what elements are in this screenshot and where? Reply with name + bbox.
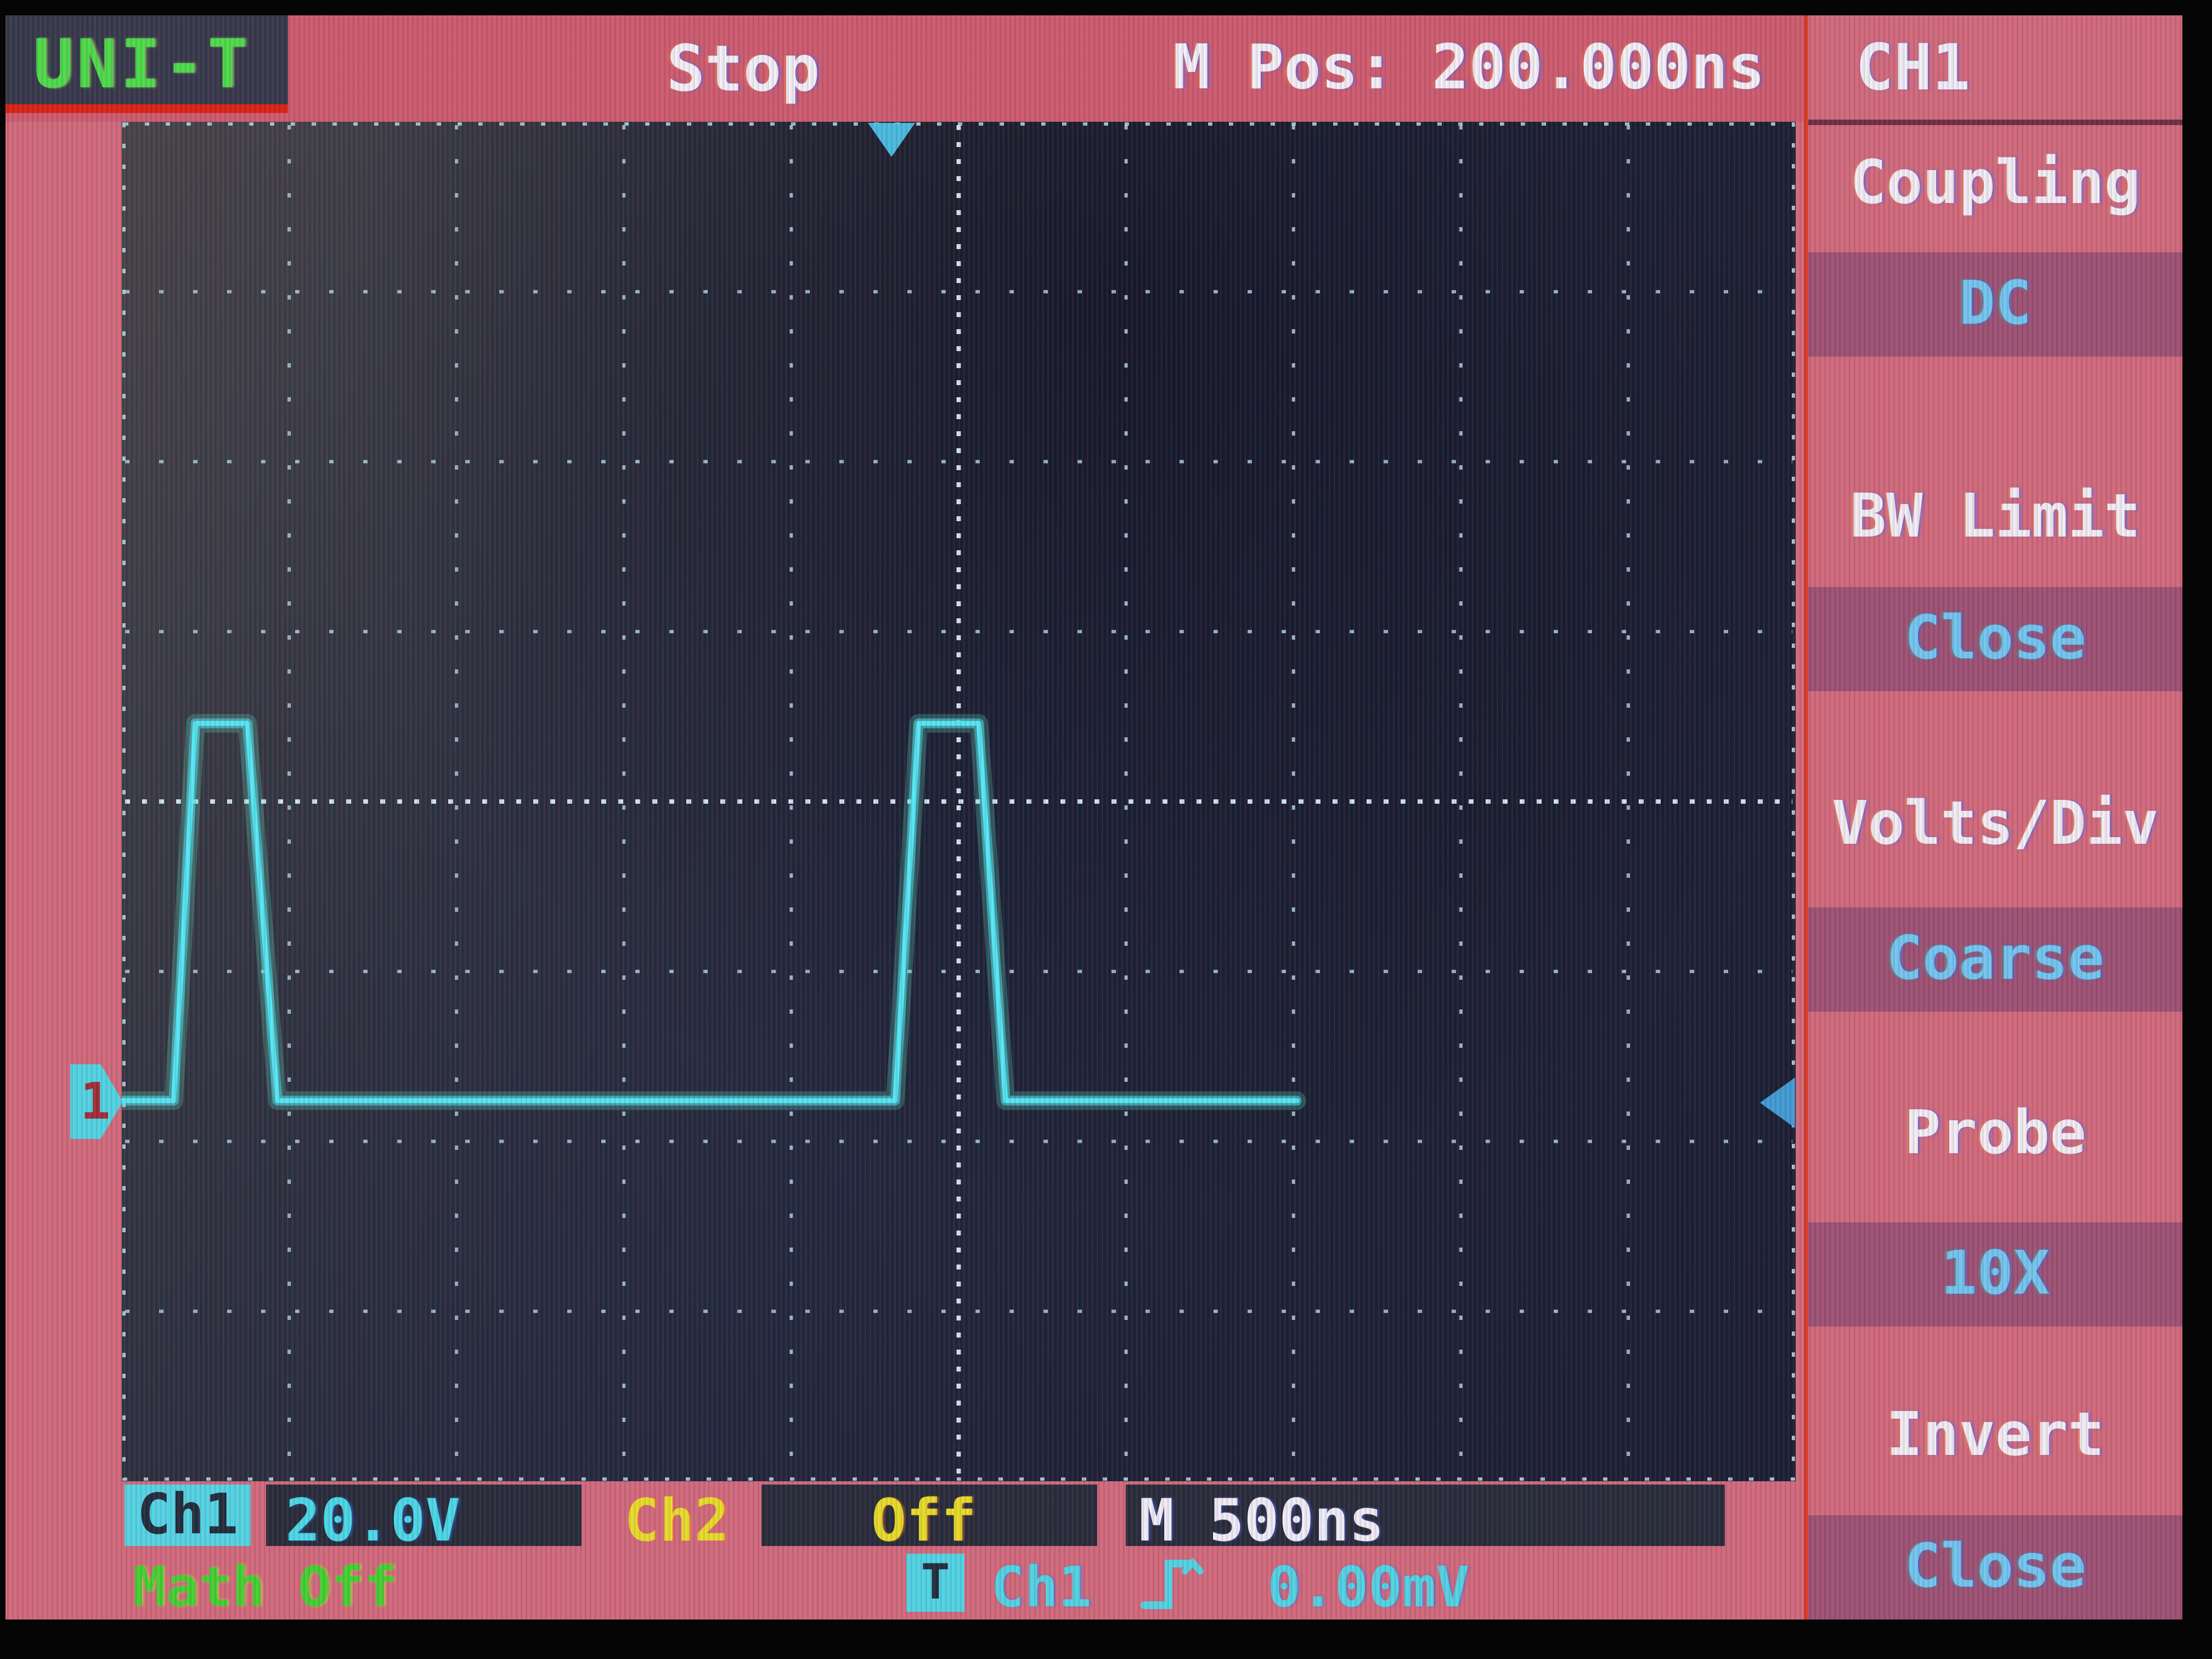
ch1-volts-per-div-readout: 20.0V — [285, 1487, 461, 1554]
menu-item-bw-limit-label: BW Limit — [1850, 481, 2141, 551]
trigger-badge: T — [906, 1554, 964, 1612]
brand-logo-box: UNI-T — [5, 15, 288, 113]
brand-logo: UNI-T — [33, 25, 251, 103]
ch2-state-readout: Off — [871, 1487, 977, 1554]
menu-item-coupling-value[interactable]: DC — [1808, 252, 2182, 357]
brand-underline — [5, 104, 288, 113]
waveform-display-area — [122, 122, 1796, 1481]
menu-header-ch1: CH1 — [1855, 31, 1971, 105]
menu-item-invert-value[interactable]: Close — [1808, 1515, 2182, 1620]
horizontal-position-readout: M Pos: 200.000ns — [1173, 32, 1765, 103]
menu-item-volts-div-label: Volts/Div — [1831, 788, 2159, 858]
graticule-grid-and-trace — [122, 122, 1795, 1481]
ch2-state-box: Off — [761, 1485, 1097, 1554]
channel1-position-marker[interactable]: 1 — [70, 1064, 123, 1139]
ch1-badge[interactable]: Ch1 — [125, 1485, 251, 1546]
menu-item-invert-label: Invert — [1886, 1399, 2104, 1469]
menu-item-volts-div-value[interactable]: Coarse — [1808, 907, 2182, 1012]
math-status: Math Off — [133, 1555, 397, 1619]
menu-item-probe-label: Probe — [1904, 1097, 2086, 1167]
menu-separator — [1808, 120, 2182, 125]
ch1-scale-box: 20.0V — [266, 1485, 582, 1554]
acquisition-status: Stop — [667, 32, 820, 106]
rising-edge-icon — [1141, 1557, 1204, 1609]
trigger-level-readout: 0.00mV — [1267, 1555, 1470, 1620]
menu-item-bw-limit-value[interactable]: Close — [1808, 587, 2182, 691]
ch2-label[interactable]: Ch2 — [624, 1487, 730, 1554]
menu-item-probe-value[interactable]: 10X — [1808, 1222, 2182, 1327]
timebase-readout: M 500ns — [1139, 1487, 1384, 1554]
timebase-box: M 500ns — [1126, 1485, 1725, 1554]
oscilloscope-screen: UNI-T Stop M Pos: 200.000ns CH1 Coupling… — [5, 15, 2182, 1620]
top-status-bar: UNI-T Stop M Pos: 200.000ns — [5, 15, 1804, 122]
menu-item-coupling-label: Coupling — [1850, 147, 2141, 217]
trigger-source-readout: Ch1 — [991, 1555, 1092, 1620]
channel-menu-panel: CH1 Coupling DC BW Limit Close Volts/Div… — [1804, 15, 2182, 1620]
